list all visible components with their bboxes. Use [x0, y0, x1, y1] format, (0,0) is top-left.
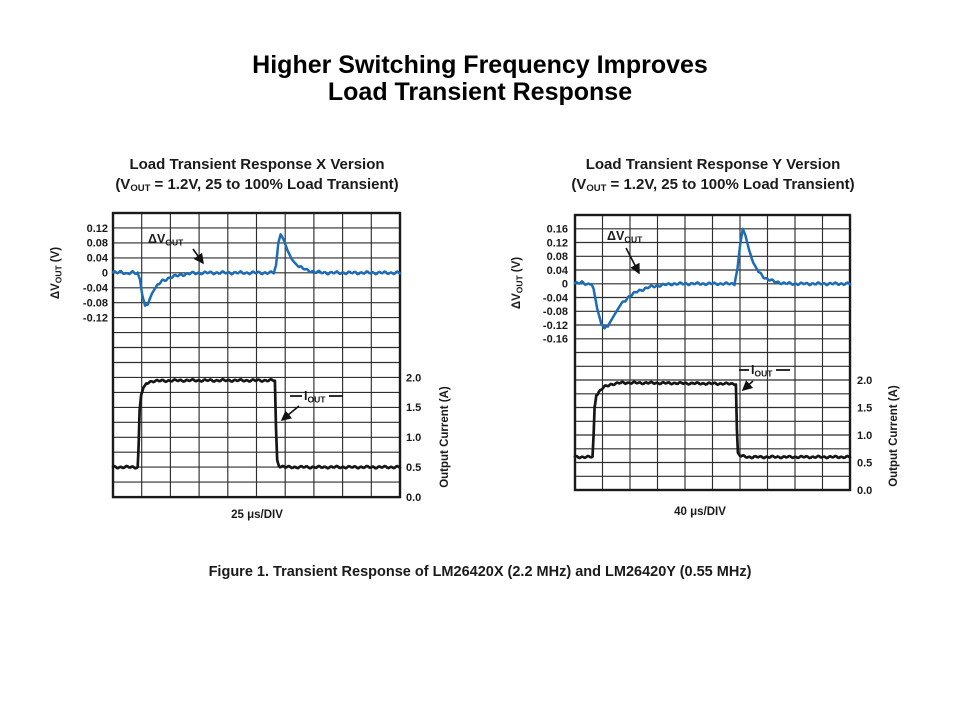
- left-axis-tick: 0.08: [547, 251, 568, 263]
- subtitle-sub: OUT: [586, 183, 607, 194]
- left-axis-tick: 0.04: [87, 253, 109, 265]
- subtitle-sub: OUT: [130, 183, 151, 194]
- left-axis-tick: 0.08: [87, 238, 108, 250]
- plot-border: [573, 213, 852, 492]
- left-axis-tick: -0.04: [83, 283, 109, 295]
- iout-annotation: IOUT: [751, 363, 773, 379]
- left-axis-label-sub: OUT: [54, 264, 64, 283]
- slide-title-line1: Higher Switching Frequency Improves: [252, 51, 708, 79]
- transient-chart-x: 0.12 0.08 0.04 0 -0.04 -0.08 -0.12 2.0 1.5 1.0 0.5…: [50, 211, 451, 521]
- x-axis-label: 25 μs/DIV: [231, 509, 283, 521]
- left-axis-label-sub: OUT: [515, 274, 525, 293]
- right-axis-tick: 1.5: [857, 402, 872, 414]
- right-axis-tick: 2.0: [857, 375, 872, 387]
- chart-title-x-line2: (VOUT = 1.2V, 25 to 100% Load Transient): [57, 175, 457, 199]
- right-axis-tick: 0.5: [406, 462, 421, 474]
- slide-title: Higher Switching Frequency Improves Load…: [0, 52, 960, 106]
- left-axis-tick: -0.12: [543, 320, 568, 332]
- iout-annotation-arrow: [741, 380, 754, 392]
- right-axis-tick: 0.0: [406, 492, 421, 504]
- iout-annotation: IOUT: [304, 389, 326, 405]
- iout-trace: [111, 377, 402, 470]
- vout-trace: [111, 233, 402, 307]
- left-axis-label-unit: (V): [511, 257, 523, 273]
- grid-lines: [574, 214, 851, 491]
- subtitle-pre: (V: [571, 176, 587, 193]
- left-axis-tick: 0.16: [547, 224, 568, 236]
- right-axis-tick: 0.5: [857, 457, 872, 469]
- chart-plot: 0.160.12 0.08 0.04 0-0.04 -0.08 -0.12 -0.16 2.0…: [543, 213, 872, 497]
- iout-trace: [573, 380, 852, 460]
- vout-annotation-main: ΔV: [607, 229, 625, 243]
- x-axis-label: 40 μs/DIV: [674, 506, 726, 518]
- left-axis-tick: 0.04: [547, 265, 569, 277]
- left-axis-label-main: ΔV: [50, 283, 62, 299]
- left-axis-tick: 0.12: [87, 223, 108, 235]
- vout-annotation-arrow: [192, 248, 204, 265]
- chart-title-y-line1: Load Transient Response Y Version: [585, 156, 841, 173]
- left-axis-label: ΔVOUT(V): [511, 257, 525, 309]
- vout-trace: [573, 227, 852, 330]
- slide-title-line2: Load Transient Response: [327, 78, 633, 106]
- subtitle-post: = 1.2V, 25 to 100% Load Transient): [150, 176, 399, 193]
- left-axis-tick: 0: [102, 268, 108, 280]
- vout-annotation-sub: OUT: [624, 235, 643, 245]
- chart-title-x-line1: Load Transient Response X Version: [129, 156, 385, 173]
- iout-annotation-arrow: [280, 405, 300, 421]
- left-axis-tick: -0.12: [83, 312, 108, 324]
- transient-chart-y: 0.160.12 0.08 0.04 0-0.04 -0.08 -0.12 -0.16 2.0…: [511, 213, 900, 518]
- vout-annotation: ΔVOUT: [607, 229, 643, 245]
- vout-annotation-arrow: [625, 247, 640, 275]
- right-axis-tick: 1.5: [406, 402, 421, 414]
- left-axis-label: ΔVOUT(V): [50, 247, 64, 299]
- figure-caption: Figure 1. Transient Response of LM26420X…: [208, 564, 752, 580]
- left-axis-label-main: ΔV: [511, 293, 523, 309]
- right-axis-label: Output Current (A): [439, 386, 451, 488]
- iout-annotation-main: I: [304, 389, 307, 403]
- chart-title-y-version: Load Transient Response Y Version (VOUT …: [513, 155, 913, 199]
- left-axis-tick: -0.08: [543, 306, 568, 318]
- iout-annotation-sub: OUT: [307, 395, 326, 405]
- right-axis-tick: 1.0: [406, 432, 421, 444]
- iout-annotation-sub: OUT: [754, 369, 773, 379]
- left-axis-tick: -0.16: [543, 334, 568, 346]
- left-axis-tick: -0.08: [83, 298, 108, 310]
- chart-title-y-line2: (VOUT = 1.2V, 25 to 100% Load Transient): [513, 175, 913, 199]
- grid-lines: [112, 212, 401, 498]
- chart-plot: 0.12 0.08 0.04 0 -0.04 -0.08 -0.12 2.0 1.5 1.0 0.5…: [83, 211, 421, 504]
- right-axis-tick: 2.0: [406, 372, 421, 384]
- subtitle-pre: (V: [115, 176, 131, 193]
- left-axis-tick: 0: [562, 279, 568, 291]
- subtitle-post: = 1.2V, 25 to 100% Load Transient): [606, 176, 855, 193]
- right-axis-tick: 0.0: [857, 485, 872, 497]
- right-axis-tick: 1.0: [857, 430, 872, 442]
- plot-border: [111, 211, 402, 499]
- left-axis-tick: 0.12: [547, 237, 568, 249]
- vout-annotation: ΔVOUT: [148, 232, 184, 248]
- left-axis-tick: -0.04: [543, 292, 569, 304]
- right-axis-label: Output Current (A): [888, 385, 900, 487]
- vout-annotation-sub: OUT: [165, 238, 184, 248]
- vout-annotation-main: ΔV: [148, 232, 166, 246]
- iout-annotation-main: I: [751, 363, 754, 377]
- left-axis-label-unit: (V): [50, 247, 62, 263]
- chart-title-x-version: Load Transient Response X Version (VOUT …: [57, 155, 457, 199]
